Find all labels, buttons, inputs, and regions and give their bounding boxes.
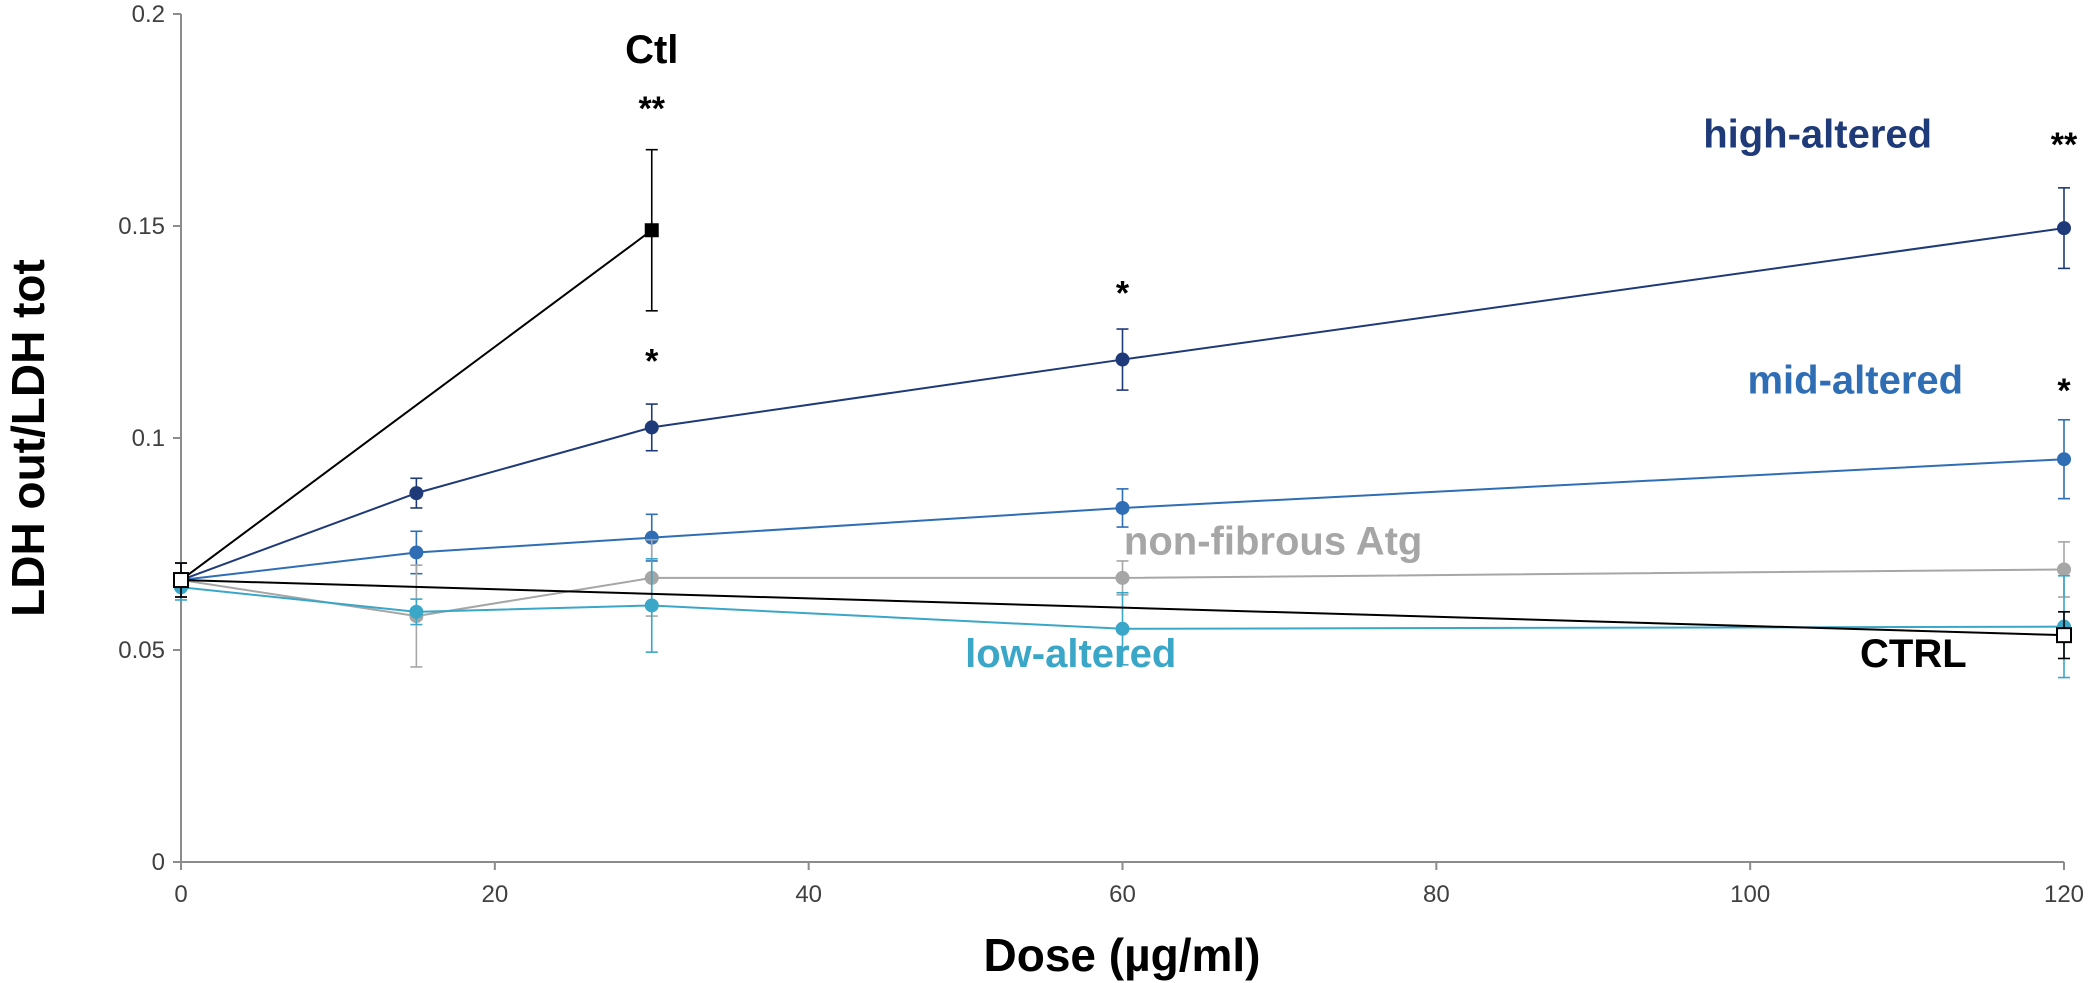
x-tick-label: 80	[1423, 881, 1450, 908]
data-point-high-altered	[2057, 221, 2071, 236]
significance-mark: *	[645, 342, 659, 380]
data-point-ctl	[644, 223, 659, 238]
significance-mark: **	[639, 90, 666, 128]
series-line-ctl	[180, 229, 653, 581]
y-ticks: 0 0.05 0.1 0.15 0.2	[118, 1, 181, 876]
data-point-low-altered	[409, 604, 424, 619]
data-point-high-altered	[644, 420, 659, 435]
data-point-ctrl	[2056, 627, 2072, 644]
data-point-ctrl	[173, 572, 189, 589]
significance-mark: *	[2057, 372, 2071, 410]
series-label-ctrl: CTRL	[1860, 632, 1967, 676]
data-point-low-altered	[644, 598, 659, 613]
y-tick-label: 0.15	[118, 213, 165, 240]
series-ctrl	[173, 562, 2072, 660]
series-label-low-altered: low-altered	[965, 632, 1176, 676]
series-label-ctl: Ctl	[625, 28, 678, 72]
data-point-low-altered	[1115, 621, 1130, 636]
y-axis-title: LDH out/LDH tot	[2, 259, 54, 617]
data-point-non-fibrous-atg	[1115, 570, 1130, 585]
data-point-non-fibrous-atg	[2057, 562, 2071, 577]
y-tick-label: 0	[152, 849, 165, 876]
x-tick-label: 60	[1109, 881, 1136, 908]
x-tick-label: 20	[481, 881, 508, 908]
x-tick-label: 100	[1730, 881, 1770, 908]
series-high-altered	[174, 187, 2071, 598]
series-labels: Ctl high-altered mid-altered non-fibrous At…	[625, 28, 1967, 676]
x-axis-title: Dose (µg/ml)	[984, 929, 1261, 981]
significance-mark: *	[1116, 274, 1130, 312]
y-tick-label: 0.05	[118, 637, 165, 664]
x-tick-label: 0	[174, 881, 187, 908]
series-line-ctrl	[180, 579, 2065, 637]
significance-mark: **	[2051, 126, 2078, 164]
y-tick-label: 0.1	[132, 425, 165, 452]
series-label-mid-altered: mid-altered	[1747, 358, 1963, 402]
series-label-non-fibrous-atg: non-fibrous Atg	[1124, 520, 1422, 564]
data-point-high-altered	[1115, 352, 1130, 367]
series-ctl	[174, 148, 659, 598]
series-label-high-altered: high-altered	[1703, 113, 1932, 157]
data-point-mid-altered	[1115, 500, 1130, 515]
x-tick-label: 40	[795, 881, 822, 908]
data-point-mid-altered	[409, 545, 424, 560]
x-ticks: 0 20 40 60 80 100 120	[174, 862, 2084, 908]
data-point-high-altered	[409, 486, 424, 501]
x-tick-label: 120	[2044, 881, 2084, 908]
series	[173, 148, 2072, 679]
significance-annotations: *******	[639, 90, 2078, 410]
data-point-mid-altered	[2057, 452, 2071, 467]
y-tick-label: 0.2	[132, 1, 165, 28]
